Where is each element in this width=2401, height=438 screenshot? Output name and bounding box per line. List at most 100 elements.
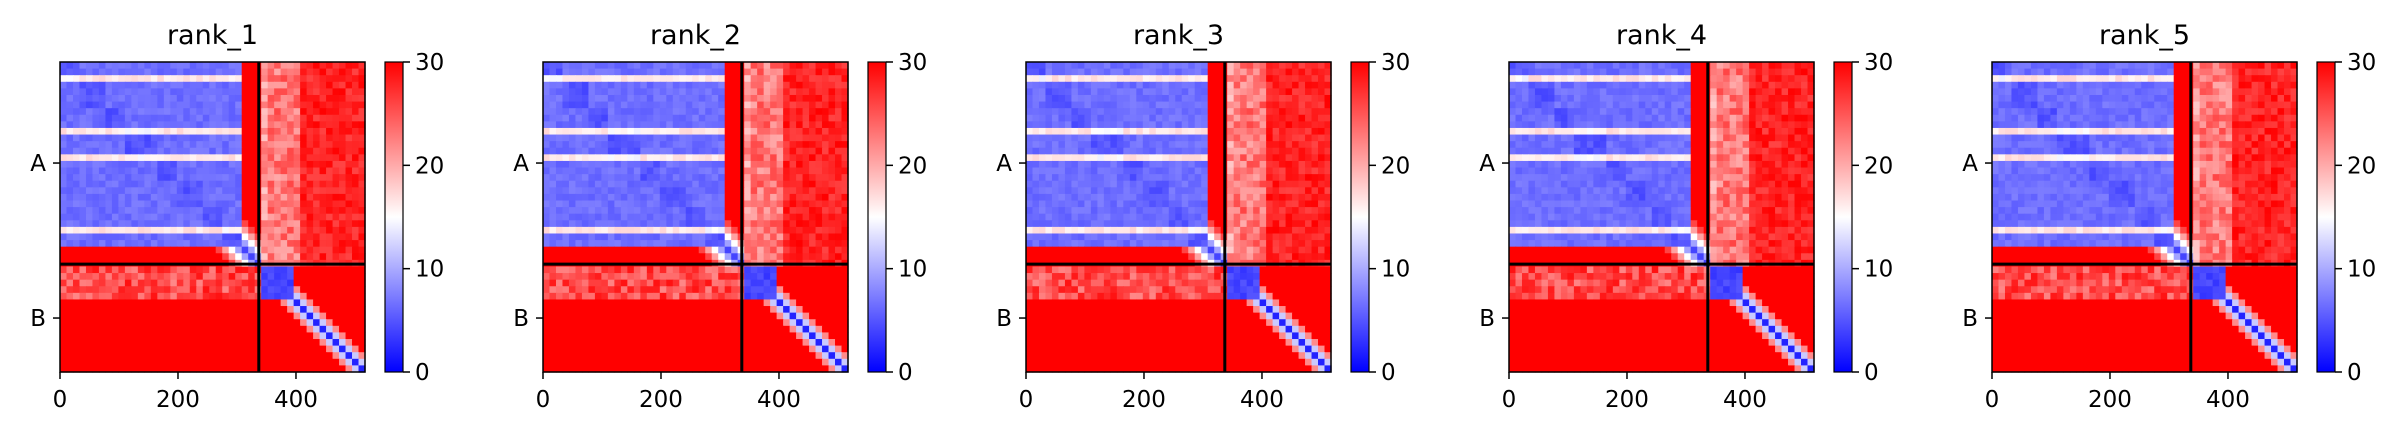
heatmap-cell [235,253,243,261]
heatmap-cell [841,240,849,248]
heatmap-cell [763,325,771,334]
heatmap-cell [202,207,210,215]
heatmap-cell [267,273,275,281]
heatmap-cell [339,114,347,122]
heatmap-cell [79,187,87,195]
heatmap-cell [241,332,249,340]
heatmap-cell [105,114,113,122]
heatmap-cell [653,292,661,301]
heatmap-cell [332,365,340,373]
heatmap-cell [332,220,340,228]
heatmap-cell [1097,121,1105,129]
heatmap-cell [731,114,739,122]
heatmap-cell [575,193,583,202]
heatmap-cell [1240,62,1248,70]
heatmap-cell [150,101,158,109]
heatmap-cell [196,213,204,221]
heatmap-cell [705,167,713,175]
heatmap-cell [776,365,784,373]
heatmap-cell [79,253,87,261]
heatmap-cell [601,147,609,155]
heatmap-cell [627,134,635,142]
heatmap-cell [653,286,661,294]
heatmap-cell [1292,62,1300,70]
heatmap-cell [215,94,223,103]
heatmap-cell [274,292,282,301]
heatmap-cell [137,141,145,149]
heatmap-cell [79,200,87,208]
heatmap-cell [280,141,288,149]
heatmap-cell [235,193,243,202]
heatmap-cell [280,121,288,129]
heatmap-cell [261,81,269,89]
heatmap-cell [1064,62,1073,70]
heatmap-cell [575,233,583,241]
heatmap-cell [287,68,295,76]
heatmap-cell [248,174,256,182]
heatmap-cell [339,127,347,136]
heatmap-cell [267,160,275,169]
heatmap-cell [614,358,622,367]
heatmap-cell [620,319,628,327]
heatmap-cell [319,160,327,169]
heatmap-cell [718,81,726,89]
heatmap-cell [750,352,758,360]
heatmap-cell [189,134,197,142]
heatmap-cell [555,325,564,334]
heatmap-cell [332,88,340,96]
heatmap-cell [666,299,674,307]
heatmap-cell [1253,114,1261,122]
heatmap-cell [293,174,301,182]
heatmap-cell [358,200,366,208]
heatmap-cell [124,345,132,353]
heatmap-cell [157,141,165,149]
heatmap-cell [189,220,197,228]
heatmap-cell [131,193,139,202]
heatmap-cell [588,292,596,301]
heatmap-cell [222,220,230,228]
heatmap-cell [313,312,321,320]
heatmap-cell [1064,108,1073,116]
heatmap-cell [620,266,628,274]
heatmap-cell [176,226,184,235]
heatmap-cell [183,358,191,367]
heatmap-cell [789,246,797,254]
heatmap-cell [92,81,100,89]
heatmap-cell [111,345,119,353]
heatmap-cell [235,101,243,109]
heatmap-cell [828,68,836,76]
heatmap-cell [261,147,269,155]
heatmap-cell [79,68,87,76]
heatmap-cell [306,345,314,353]
heatmap-cell [228,127,236,136]
heatmap-cell [685,160,693,169]
heatmap-cell [757,213,765,221]
heatmap-cell [1084,75,1092,83]
heatmap-cell [241,352,249,360]
heatmap-cell [679,108,687,116]
heatmap-cell [718,220,726,228]
heatmap-cell [705,101,713,109]
heatmap-cell [802,365,810,373]
heatmap-cell [646,94,654,103]
heatmap-cell [659,193,667,202]
heatmap-cell [1168,81,1176,89]
heatmap-cell [326,226,334,235]
heatmap-cell [731,266,739,274]
heatmap-cell [241,246,249,254]
heatmap-cell [300,279,308,287]
heatmap-cell [98,253,107,261]
heatmap-cell [672,273,680,281]
heatmap-cell [555,319,564,327]
heatmap-cell [731,160,739,169]
heatmap-cell [118,352,126,360]
heatmap-cell [306,319,314,327]
heatmap-cell [267,306,275,314]
heatmap-cell [620,75,628,83]
heatmap-cell [620,220,628,228]
heatmap-cell [339,94,347,103]
heatmap-cell [267,75,275,83]
heatmap-cell [157,81,165,89]
heatmap-cell [72,75,81,83]
